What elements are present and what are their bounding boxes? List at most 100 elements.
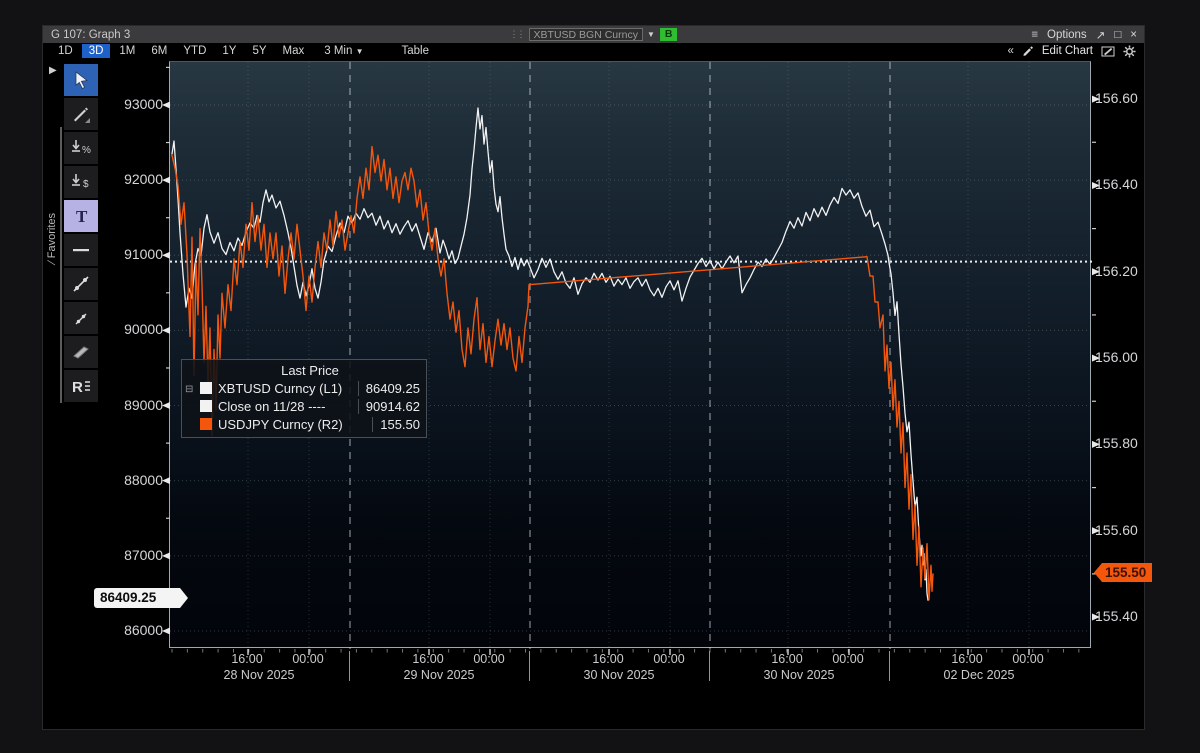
security-dropdown-caret[interactable]: ▼ xyxy=(646,30,655,39)
chart-plot-area[interactable] xyxy=(162,61,1100,655)
tool-measure-percent[interactable]: % xyxy=(63,131,99,165)
graph-window: G 107: Graph 3 ⋮⋮ XBTUSD BGN Curncy ▼ B … xyxy=(42,25,1152,730)
left-axis-label: 92000 xyxy=(124,171,163,188)
range-button-5y[interactable]: 5Y xyxy=(252,45,267,57)
interval-dropdown[interactable]: 3 Min ▼ xyxy=(324,45,364,57)
right-axis-tick xyxy=(1092,613,1100,621)
favorites-label[interactable]: ∕ Favorites xyxy=(46,213,58,264)
right-axis-label: 156.40 xyxy=(1095,176,1138,193)
time-tick-label: 00:00 xyxy=(832,652,864,666)
range-button-group: 1D 3D 1M 6M YTD 1Y 5Y Max xyxy=(43,44,311,58)
date-label: 02 Dec 2025 xyxy=(943,668,1015,682)
legend-label: USDJPY Curncy (R2) xyxy=(218,416,343,432)
legend-expander-icon[interactable]: ⊟ xyxy=(185,384,194,395)
menu-icon[interactable]: ≡ xyxy=(1031,28,1039,41)
legend-value: 90914.62 xyxy=(357,398,420,414)
xbtusd-swatch xyxy=(200,382,212,394)
left-axis-label: 88000 xyxy=(124,471,163,488)
range-button-3d[interactable]: 3D xyxy=(81,44,111,58)
usdjpy-series-line xyxy=(171,145,934,601)
xbtusd-series-line xyxy=(171,107,929,601)
legend-label: Close on 11/28 ---- xyxy=(218,398,326,414)
table-button[interactable]: Table xyxy=(401,45,430,57)
range-button-6m[interactable]: 6M xyxy=(151,45,168,57)
right-axis-label: 155.80 xyxy=(1095,435,1138,452)
left-axis-tick xyxy=(162,402,170,410)
time-tick-label: 00:00 xyxy=(292,652,324,666)
security-field[interactable]: XBTUSD BGN Curncy xyxy=(528,28,643,41)
chart-svg xyxy=(162,62,1100,655)
tool-regression[interactable]: R xyxy=(63,369,99,403)
range-button-ytd[interactable]: YTD xyxy=(183,45,207,57)
range-button-1d[interactable]: 1D xyxy=(58,45,73,57)
left-axis-label: 89000 xyxy=(124,396,163,413)
legend-row: USDJPY Curncy (R2) 155.50 xyxy=(200,415,420,433)
tool-trend-line[interactable] xyxy=(63,267,99,301)
time-tick-label: 16:00 xyxy=(231,652,263,666)
tool-horizontal-line[interactable] xyxy=(63,233,99,267)
time-tick-label: 16:00 xyxy=(951,652,983,666)
tool-select-cursor[interactable] xyxy=(63,63,99,97)
edit-chart-button[interactable]: Edit Chart xyxy=(1041,45,1093,57)
legend-value: 155.50 xyxy=(372,416,420,432)
time-tick-label: 16:00 xyxy=(412,652,444,666)
svg-text:T: T xyxy=(76,207,88,226)
close-icon[interactable]: × xyxy=(1130,28,1137,41)
left-price-axis[interactable]: 86000 87000 88000 89000 90000 91000 92000 93000 xyxy=(99,61,163,648)
legend-value: 86409.25 xyxy=(357,380,420,396)
legend-row: Close on 11/28 ---- 90914.62 xyxy=(200,397,420,415)
day-separator xyxy=(709,651,710,681)
left-axis-label: 91000 xyxy=(124,246,163,263)
maximize-icon[interactable]: □ xyxy=(1114,28,1122,41)
popout-icon[interactable]: ↗ xyxy=(1095,29,1106,42)
legend-box[interactable]: ⊟ Last Price XBTUSD Curncy (L1) 86409.25… xyxy=(181,359,427,438)
collapse-toolbar-icon[interactable]: « xyxy=(1007,45,1014,57)
left-axis-tick xyxy=(162,326,170,334)
day-separator xyxy=(349,651,350,681)
tool-draw-pencil[interactable] xyxy=(63,97,99,131)
tool-short-trend-line[interactable] xyxy=(63,301,99,335)
time-tick-label: 16:00 xyxy=(771,652,803,666)
left-axis-label: 87000 xyxy=(124,546,163,563)
title-bar: G 107: Graph 3 ⋮⋮ XBTUSD BGN Curncy ▼ B … xyxy=(43,26,1144,43)
time-tick-label: 00:00 xyxy=(473,652,505,666)
usdjpy-swatch xyxy=(200,418,212,430)
left-axis-tick xyxy=(162,477,170,485)
time-axis[interactable]: 16:00 00:00 16:00 00:00 16:00 00:00 16:00 00:00… xyxy=(169,649,1091,689)
range-button-1y[interactable]: 1Y xyxy=(222,45,237,57)
annotate-icon[interactable] xyxy=(1101,45,1115,57)
drawing-tools-panel: % $ T R xyxy=(63,63,99,403)
chart-toolbar: 1D 3D 1M 6M YTD 1Y 5Y Max 3 Min ▼ Table « Edit … xyxy=(43,43,1144,59)
tool-text-annotation[interactable]: T xyxy=(63,199,99,233)
right-axis-tick xyxy=(1092,95,1100,103)
day-separator xyxy=(889,651,890,681)
right-axis-tick xyxy=(1092,354,1100,362)
svg-text:$: $ xyxy=(83,179,89,190)
close-swatch xyxy=(200,400,212,412)
svg-text:%: % xyxy=(82,145,91,156)
drag-handle-icon[interactable]: ⋮⋮ xyxy=(509,29,526,39)
right-axis-label: 155.40 xyxy=(1095,608,1138,625)
date-label: 30 Nov 2025 xyxy=(763,668,835,682)
tool-measure-dollar[interactable]: $ xyxy=(63,165,99,199)
last-price-tag-right: 155.50 xyxy=(1094,563,1152,582)
bloomberg-badge: B xyxy=(659,28,678,41)
tool-channel[interactable] xyxy=(63,335,99,369)
legend-label: XBTUSD Curncy (L1) xyxy=(218,380,343,396)
last-price-tag-left: 86409.25 xyxy=(94,588,188,608)
gear-icon[interactable] xyxy=(1123,44,1136,58)
right-axis-tick xyxy=(1092,440,1100,448)
options-button[interactable]: Options xyxy=(1047,28,1087,41)
right-axis-tick xyxy=(1092,527,1100,535)
left-axis-label: 93000 xyxy=(124,95,163,112)
range-button-max[interactable]: Max xyxy=(282,45,305,57)
range-button-1m[interactable]: 1M xyxy=(119,45,136,57)
interval-caret-icon: ▼ xyxy=(355,47,364,56)
tool-flyout-icon[interactable]: ▶ xyxy=(49,65,57,76)
time-tick-label: 00:00 xyxy=(653,652,685,666)
window-title: G 107: Graph 3 xyxy=(51,28,131,41)
left-axis-tick xyxy=(162,627,170,635)
right-price-axis[interactable]: 155.40 155.60 155.80 156.00 156.20 156.40 156.… xyxy=(1095,61,1175,648)
edit-pencil-icon[interactable] xyxy=(1022,45,1034,57)
time-tick-label: 16:00 xyxy=(592,652,624,666)
